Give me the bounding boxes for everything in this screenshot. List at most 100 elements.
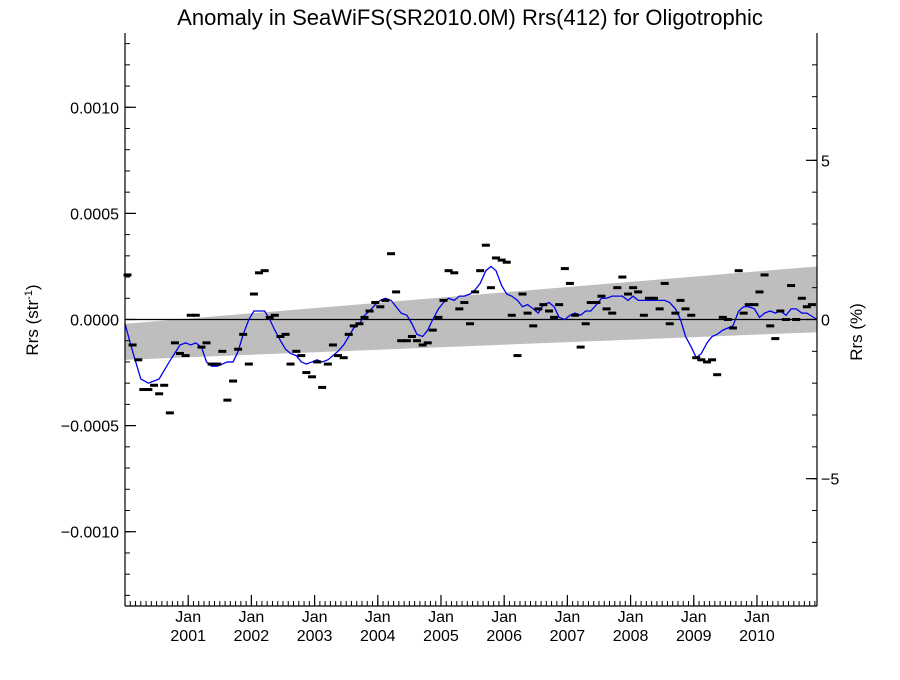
anomaly-marker <box>739 311 748 315</box>
anomaly-marker <box>234 347 243 351</box>
anomaly-marker <box>760 273 769 277</box>
anomaly-marker <box>407 334 416 338</box>
anomaly-marker <box>602 307 611 311</box>
anomaly-marker <box>545 309 554 313</box>
anomaly-marker <box>418 343 427 347</box>
anomaly-marker <box>586 301 595 305</box>
anomaly-marker <box>202 341 211 345</box>
y-tick-label-right: −5 <box>821 472 839 489</box>
anomaly-marker <box>276 334 285 338</box>
anomaly-marker <box>497 258 506 262</box>
smoothed-line-layer <box>124 265 818 384</box>
anomaly-marker <box>260 269 269 273</box>
x-tick-label-year: 2002 <box>234 628 270 645</box>
anomaly-marker <box>565 281 574 285</box>
anomaly-marker <box>734 269 743 273</box>
y-tick-label-left: 0.0005 <box>70 206 119 223</box>
anomaly-marker <box>592 301 601 305</box>
anomaly-marker <box>491 256 500 260</box>
anomaly-marker <box>649 296 658 300</box>
anomaly-marker <box>344 332 353 336</box>
anomaly-marker <box>323 362 332 366</box>
anomaly-marker <box>313 360 322 364</box>
anomaly-marker <box>328 343 337 347</box>
anomaly-marker <box>355 322 364 326</box>
anomaly-marker <box>439 298 448 302</box>
anomaly-marker <box>523 311 532 315</box>
anomaly-marker <box>428 328 437 332</box>
anomaly-marker <box>423 341 432 345</box>
anomaly-marker <box>186 313 195 317</box>
x-tick-label-year: 2003 <box>297 628 333 645</box>
anomaly-marker <box>776 309 785 313</box>
anomaly-marker <box>613 286 622 290</box>
anomaly-marker <box>513 354 522 358</box>
uncertainty-band <box>125 266 817 360</box>
anomaly-marker <box>718 315 727 319</box>
anomaly-marker <box>697 358 706 362</box>
anomaly-marker <box>444 269 453 273</box>
anomaly-marker <box>239 332 248 336</box>
anomaly-marker <box>766 324 775 328</box>
anomaly-marker <box>703 360 712 364</box>
anomaly-marker <box>270 313 279 317</box>
uncertainty-band-layer <box>125 266 817 360</box>
anomaly-marker <box>302 371 311 375</box>
anomaly-marker <box>550 315 559 319</box>
anomaly-marker <box>692 356 701 360</box>
anomaly-marker <box>486 286 495 290</box>
anomaly-marker <box>460 301 469 305</box>
x-tick-label-month: Jan <box>744 609 770 626</box>
anomaly-marker <box>402 339 411 343</box>
y-axis-label-right: Rrs (%) <box>847 303 866 361</box>
anomaly-marker <box>254 271 263 275</box>
anomaly-marker <box>207 362 216 366</box>
anomaly-marker <box>681 307 690 311</box>
anomaly-marker <box>534 307 543 311</box>
anomaly-markers-layer <box>123 243 816 415</box>
smoothed-anomaly-line <box>124 265 818 384</box>
anomaly-marker <box>175 351 184 355</box>
anomaly-marker <box>434 315 443 319</box>
anomaly-marker <box>728 326 737 330</box>
anomaly-marker <box>128 343 137 347</box>
anomaly-marker <box>618 275 627 279</box>
y-tick-label-left: 0.0010 <box>70 100 119 117</box>
x-tick-label-month: Jan <box>365 609 391 626</box>
anomaly-marker <box>223 398 232 402</box>
anomaly-marker <box>244 362 253 366</box>
x-tick-label-month: Jan <box>238 609 264 626</box>
x-tick-label-month: Jan <box>681 609 707 626</box>
anomaly-marker <box>713 373 722 377</box>
anomaly-marker <box>639 313 648 317</box>
anomaly-marker <box>371 301 380 305</box>
anomaly-marker <box>308 375 317 379</box>
anomaly-marker <box>123 273 132 277</box>
anomaly-marker <box>787 284 796 288</box>
anomaly-marker <box>191 313 200 317</box>
anomaly-marker <box>597 294 606 298</box>
anomaly-marker <box>181 354 190 358</box>
y-tick-label-right: 5 <box>821 153 830 170</box>
anomaly-marker <box>376 305 385 309</box>
x-tick-label-year: 2010 <box>739 628 775 645</box>
anomaly-marker <box>660 281 669 285</box>
anomaly-marker <box>360 315 369 319</box>
chart-title: Anomaly in SeaWiFS(SR2010.0M) Rrs(412) f… <box>177 5 763 30</box>
x-tick-label-month: Jan <box>302 609 328 626</box>
anomaly-marker <box>292 349 301 353</box>
x-tick-label-year: 2006 <box>486 628 522 645</box>
anomaly-marker <box>381 298 390 302</box>
anomaly-marker <box>318 385 327 389</box>
anomaly-marker <box>229 379 238 383</box>
anomaly-marker <box>397 339 406 343</box>
anomaly-marker <box>134 358 143 362</box>
anomaly-marker <box>144 388 153 392</box>
anomaly-marker <box>797 296 806 300</box>
anomaly-marker <box>624 292 633 296</box>
anomaly-marker <box>213 362 222 366</box>
anomaly-marker <box>471 290 480 294</box>
anomaly-marker <box>608 311 617 315</box>
